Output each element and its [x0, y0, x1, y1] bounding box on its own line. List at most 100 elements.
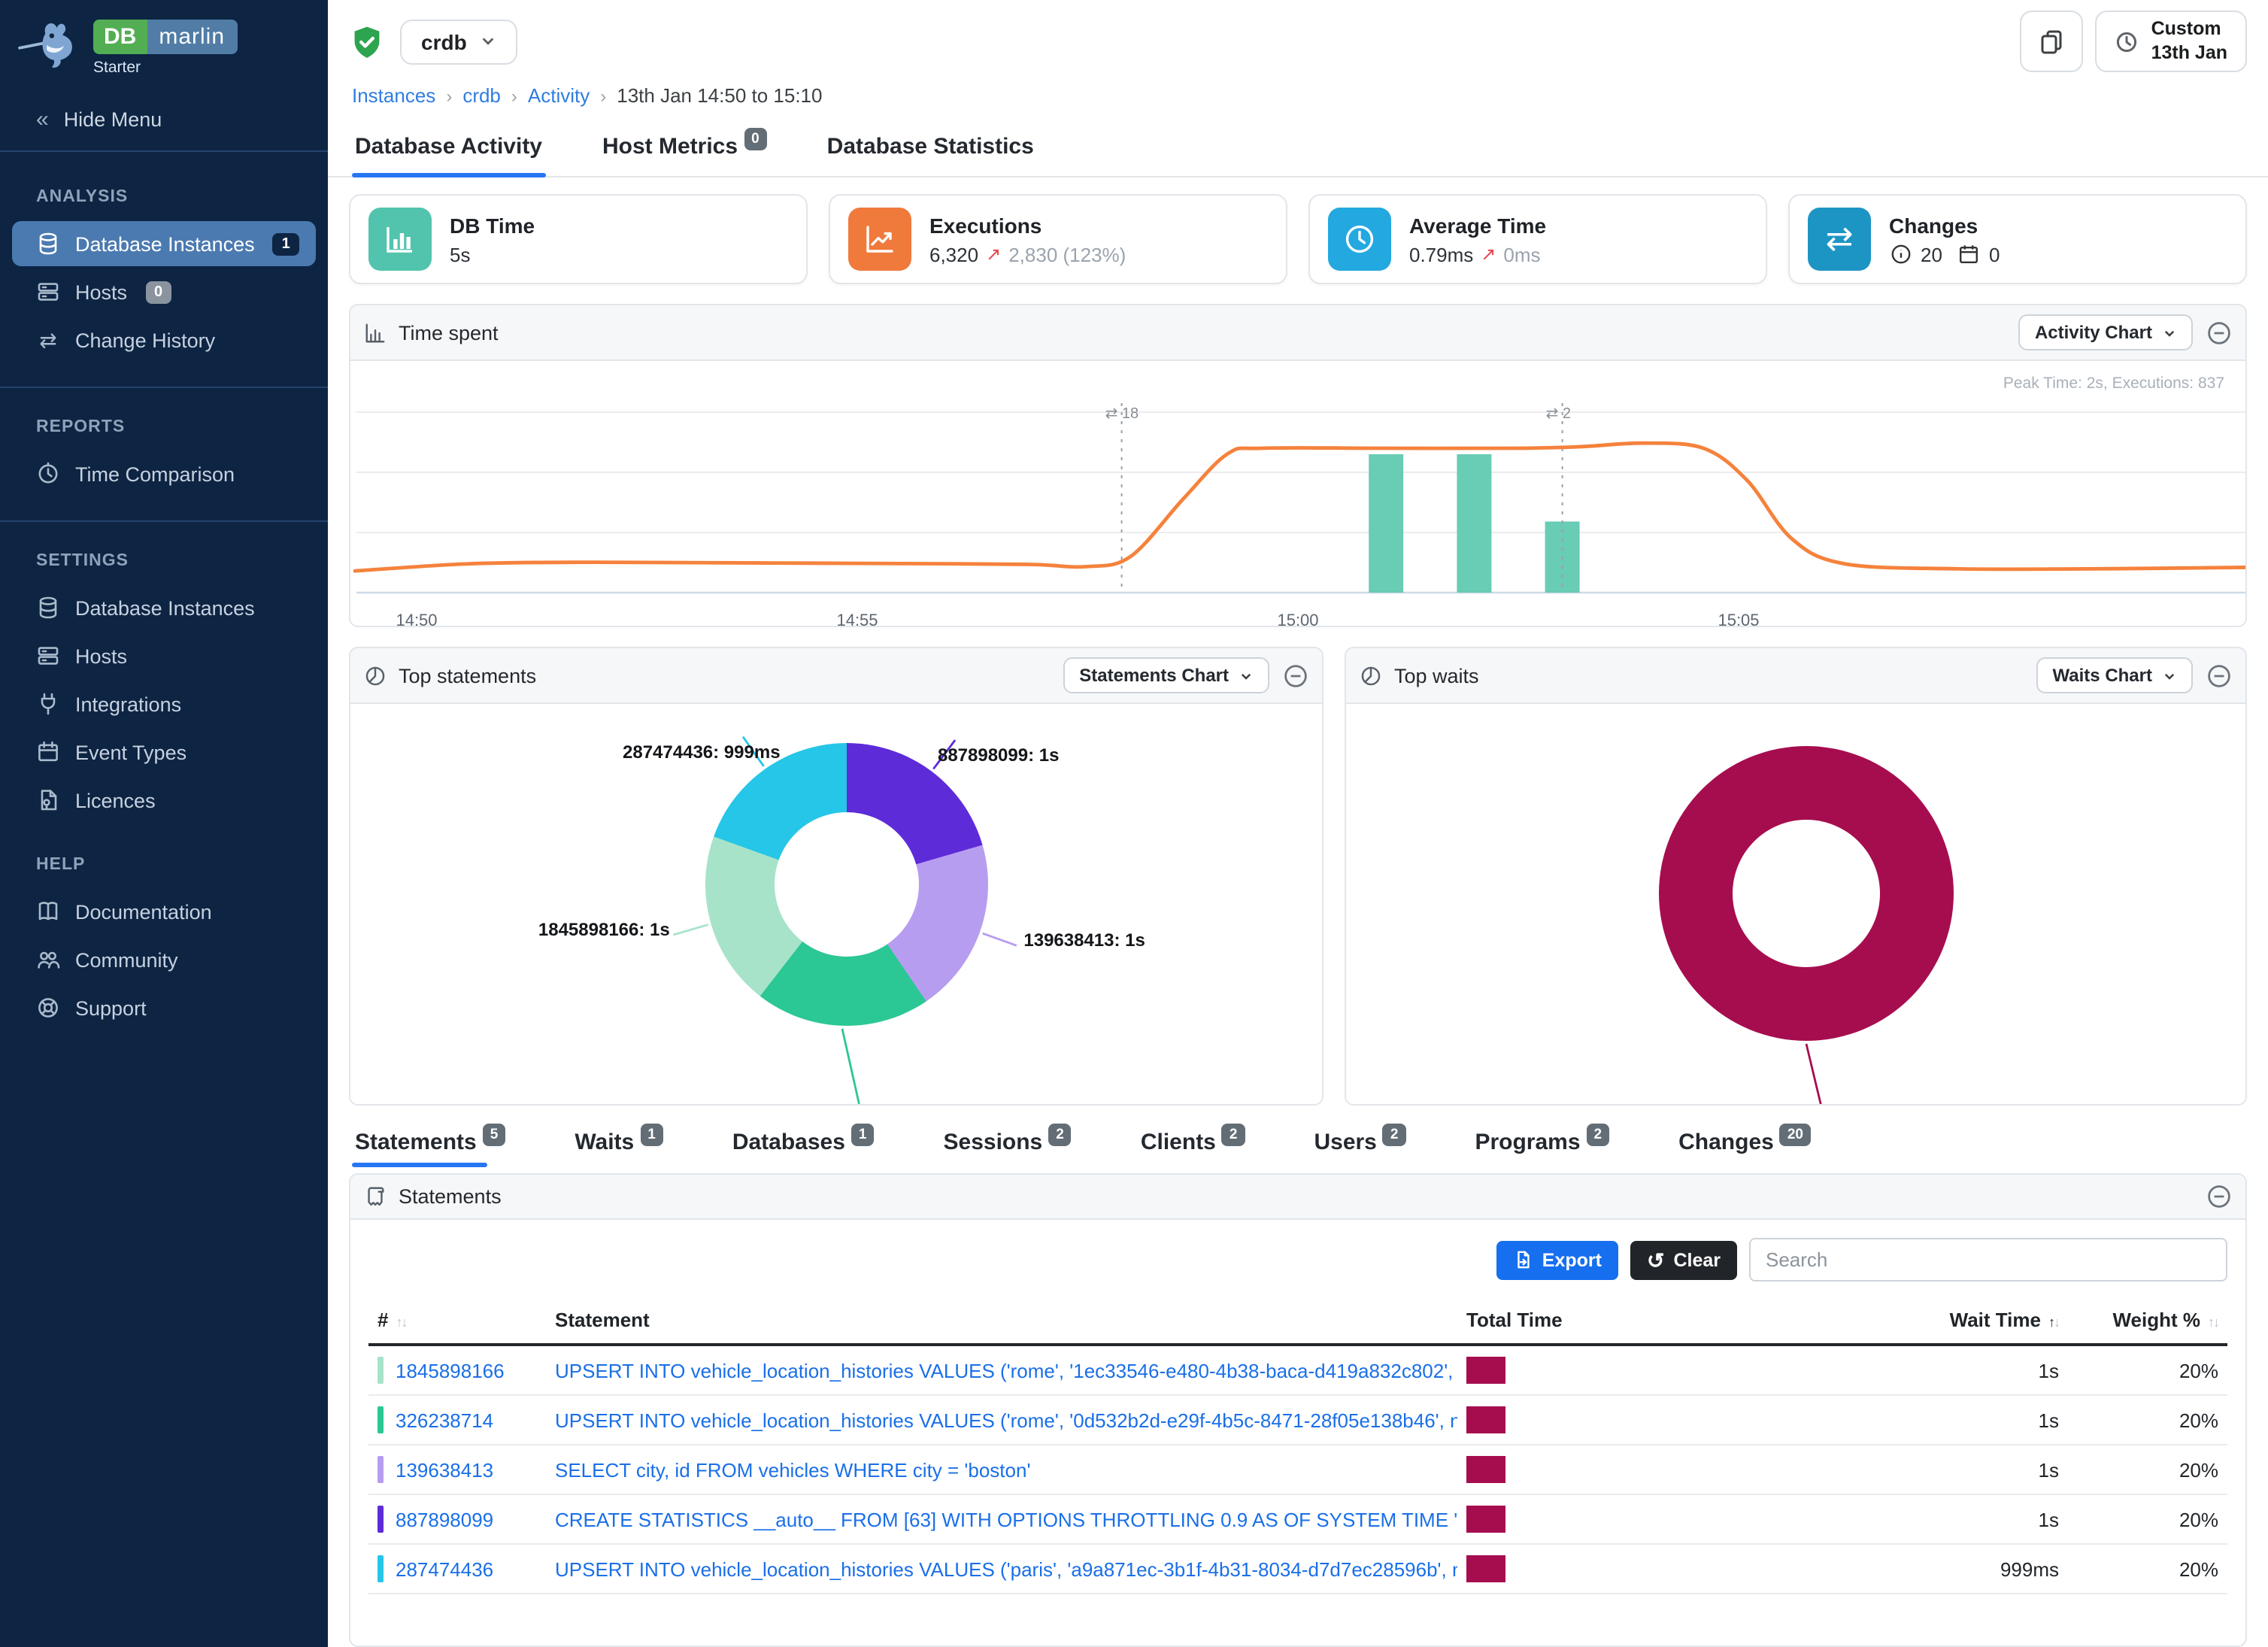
change-marker-label: ⇄ 18	[1105, 406, 1139, 423]
detail-tab-programs[interactable]: Programs 2	[1472, 1121, 1612, 1170]
metric-title: Average Time	[1409, 213, 1547, 238]
sidebar-section: HELP Documentation Community Support	[0, 838, 328, 1030]
sidebar-item-support[interactable]: Support	[12, 985, 316, 1030]
export-button[interactable]: Export	[1496, 1240, 1618, 1280]
wait-time-cell: 999ms	[1710, 1544, 2068, 1595]
collapse-panel-button[interactable]	[2206, 663, 2232, 688]
statement-link[interactable]: UPSERT INTO vehicle_location_histories V…	[555, 1409, 1457, 1432]
logo[interactable]: DB marlin Starter	[0, 0, 328, 89]
tab-database-statistics[interactable]: Database Statistics	[824, 121, 1037, 177]
search-input[interactable]	[1749, 1238, 2227, 1282]
instance-selector[interactable]: crdb	[400, 19, 518, 65]
executions-bar	[1369, 454, 1404, 593]
sidebar-item-hosts[interactable]: Hosts 0	[12, 269, 316, 314]
breadcrumb-link[interactable]: Instances	[352, 84, 436, 108]
sidebar-item-database-instances[interactable]: Database Instances 1	[12, 221, 316, 266]
statement-link[interactable]: SELECT city, id FROM vehicles WHERE city…	[555, 1458, 1031, 1482]
metric-card-text: Average Time 0.79ms ↗ 0ms	[1409, 214, 1546, 266]
column-header--[interactable]: # ↑↓	[368, 1297, 546, 1347]
hide-menu-button[interactable]: « Hide Menu	[0, 89, 328, 152]
panel-title: Statements	[399, 1185, 502, 1209]
sidebar-item-community[interactable]: Community	[12, 937, 316, 982]
collapse-panel-button[interactable]	[2206, 320, 2232, 346]
statements-donut-chart[interactable]: 887898099: 1s 139638413: 1s 326238714: 1s 1…	[350, 704, 1322, 1105]
waits-donut-chart[interactable]: executing: 5s	[1346, 704, 2245, 1105]
time-range-button[interactable]: Custom 13th Jan	[2095, 11, 2247, 73]
statement-id-cell: 326238714	[368, 1395, 546, 1446]
peak-annotation: Peak Time: 2s, Executions: 837	[2003, 375, 2224, 393]
x-tick-label: 15:05	[1718, 612, 1760, 628]
statement-link[interactable]: CREATE STATISTICS __auto__ FROM [63] WIT…	[555, 1508, 1457, 1531]
sidebar-item-database-instances[interactable]: Database Instances	[12, 585, 316, 630]
statement-id-link[interactable]: 1845898166	[396, 1359, 505, 1382]
waits-chart-select[interactable]: Waits Chart	[2036, 657, 2193, 694]
activity-chart-select[interactable]: Activity Chart	[2018, 314, 2193, 351]
total-time-cell	[1457, 1395, 1710, 1446]
hosts-icon	[36, 280, 60, 304]
donut-hole	[1733, 820, 1880, 968]
detail-tab-databases[interactable]: Databases 1	[729, 1121, 878, 1170]
metric-value: 20 0	[1889, 244, 2000, 266]
column-header-total-time[interactable]: Total Time	[1457, 1297, 1710, 1347]
detail-tab-statements[interactable]: Statements 5	[352, 1121, 508, 1170]
leader-line	[673, 924, 709, 936]
export-label: Export	[1542, 1249, 1602, 1271]
statements-chart-select[interactable]: Statements Chart	[1063, 657, 1269, 694]
time-comparison-icon	[36, 462, 60, 486]
statement-link[interactable]: UPSERT INTO vehicle_location_histories V…	[555, 1359, 1457, 1382]
collapse-panel-button[interactable]	[1283, 663, 1308, 688]
statement-id-link[interactable]: 887898099	[396, 1508, 494, 1531]
metric-title: Executions	[929, 213, 1042, 238]
tab-label: Programs	[1475, 1130, 1581, 1156]
database-icon	[36, 232, 60, 256]
chevron-down-icon	[2164, 330, 2175, 337]
breadcrumb-link[interactable]: crdb	[462, 84, 501, 108]
metric-card-text: Executions 6,320 ↗ 2,830 (123%)	[929, 214, 1126, 266]
tab-host-metrics[interactable]: Host Metrics 0	[599, 121, 770, 177]
clock-icon	[1328, 208, 1391, 271]
statement-cell: CREATE STATISTICS __auto__ FROM [63] WIT…	[546, 1494, 1457, 1545]
column-header-wait-time[interactable]: Wait Time ↑↓	[1710, 1297, 2068, 1347]
copy-button[interactable]	[2020, 11, 2084, 73]
column-header-statement[interactable]: Statement	[546, 1297, 1457, 1347]
sidebar-item-integrations[interactable]: Integrations	[12, 681, 316, 726]
statement-id-link[interactable]: 139638413	[396, 1458, 494, 1482]
detail-tab-users[interactable]: Users 2	[1311, 1121, 1408, 1170]
clear-button[interactable]: ↺ Clear	[1630, 1240, 1737, 1280]
statement-link[interactable]: UPSERT INTO vehicle_location_histories V…	[555, 1558, 1457, 1581]
detail-tab-sessions[interactable]: Sessions 2	[941, 1121, 1075, 1170]
detail-tab-clients[interactable]: Clients 2	[1138, 1121, 1248, 1170]
detail-tab-waits[interactable]: Waits 1	[572, 1121, 666, 1170]
total-time-cell	[1457, 1445, 1710, 1496]
sidebar-item-label: Hosts	[75, 281, 128, 303]
sidebar-item-documentation[interactable]: Documentation	[12, 889, 316, 934]
sidebar-section-label: ANALYSIS	[36, 188, 129, 206]
statement-id-link[interactable]: 287474436	[396, 1558, 494, 1581]
metric-value: 5s	[450, 244, 535, 266]
column-header-weight-[interactable]: Weight % ↑↓	[2068, 1297, 2227, 1347]
sort-icon: ↑↓	[2208, 1315, 2220, 1330]
tab-database-activity[interactable]: Database Activity	[352, 121, 545, 178]
sidebar-item-licences[interactable]: Licences	[12, 778, 316, 823]
collapse-panel-button[interactable]	[2206, 1184, 2232, 1209]
x-axis-labels: 14:50 14:55 15:00 15:05	[353, 612, 2242, 628]
statement-color-bar	[377, 1406, 384, 1434]
count-badge: 1	[640, 1124, 663, 1147]
chevron-down-icon	[1241, 673, 1251, 680]
total-time-bar	[1466, 1555, 1505, 1583]
sidebar-item-change-history[interactable]: ⇄ Change History	[12, 317, 316, 362]
sidebar-nav: ANALYSIS Database Instances 1 Hosts 0 ⇄ Change…	[0, 152, 328, 1647]
donut-charts-row: Top statements Statements Chart 88789809…	[349, 647, 2247, 1106]
weight-cell: 20%	[2068, 1445, 2227, 1496]
detail-tab-changes[interactable]: Changes 20	[1675, 1121, 1814, 1170]
table-row: 1845898166 UPSERT INTO vehicle_location_h…	[368, 1345, 2227, 1397]
sidebar-item-event-types[interactable]: Event Types	[12, 729, 316, 775]
sort-icon: ↑↓	[396, 1315, 408, 1330]
logo-db: DB	[93, 19, 147, 53]
statement-id-link[interactable]: 326238714	[396, 1409, 494, 1432]
sidebar: DB marlin Starter « Hide Menu ANALYSIS Da…	[0, 0, 328, 1647]
sidebar-item-time-comparison[interactable]: Time Comparison	[12, 451, 316, 496]
activity-line-chart[interactable]: ⇄ 18 ⇄ 2	[353, 371, 2247, 605]
sidebar-item-hosts[interactable]: Hosts	[12, 633, 316, 678]
breadcrumb-link[interactable]: Activity	[527, 84, 590, 108]
